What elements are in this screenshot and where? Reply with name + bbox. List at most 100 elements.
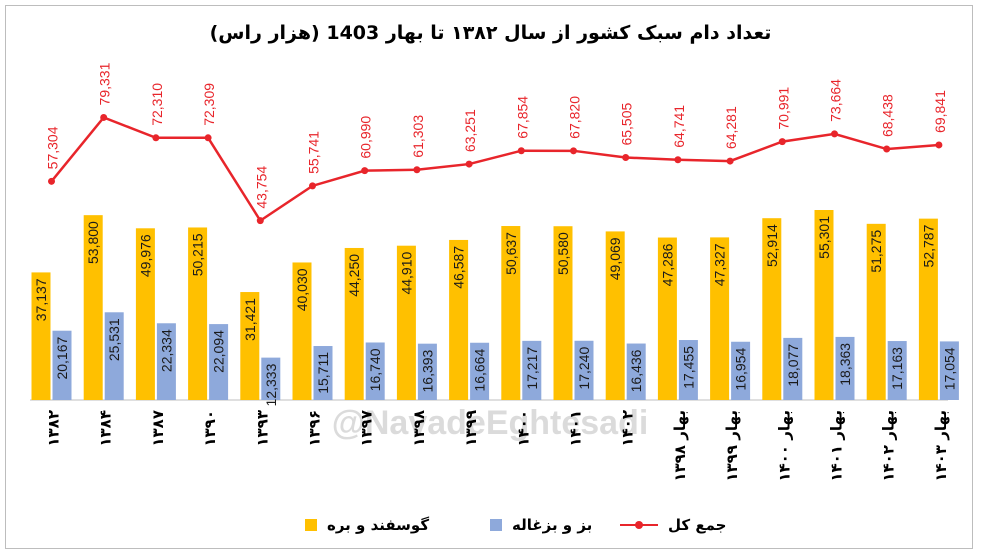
line-label-total: 69,841 [932,90,948,133]
bar-sheep [449,239,469,400]
total-point [256,217,264,225]
bar-label-sheep: 40,030 [294,268,310,311]
x-tick-label: ۱۳۸۲ [45,410,63,447]
bar-goat [261,357,281,400]
bar-goat [209,324,229,400]
total-point [152,134,160,142]
bar-goat [678,340,698,400]
bar-goat [574,340,594,400]
bar-label-goat: 16,436 [628,349,644,392]
x-tick-label: ۱۳۸۷ [149,410,167,447]
total-point [883,145,891,153]
x-tick-label: ۱۴۰۱ [567,410,585,447]
legend-label-goat: بز و بزغاله [512,516,593,534]
legend-item-sheep: گوسفند و بره [305,510,429,540]
line-label-total: 72,309 [201,83,217,126]
x-tick-label: ۱۳۹۹ [462,410,480,447]
bar-goat [783,337,803,400]
bar-sheep [553,226,573,400]
total-point [361,167,369,175]
x-tick-label: ۱۳۹۰ [201,410,219,447]
bar-label-goat: 16,393 [419,349,435,392]
bar-goat [313,346,333,400]
line-label-total: 68,438 [880,94,896,137]
legend: گوسفند و بره بز و بزغاله جمع کل [0,510,981,540]
total-point [778,138,786,146]
bar-sheep [396,245,416,400]
bar-sheep [918,218,938,400]
bar-label-goat: 18,077 [785,344,801,387]
bar-sheep [83,215,103,400]
line-label-total: 57,304 [45,126,61,169]
total-point [204,134,212,142]
x-tick-label: ۱۴۰۰ [514,410,532,447]
bar-label-goat: 12,333 [263,363,279,406]
line-label-total: 79,331 [97,62,113,105]
bar-label-goat: 20,167 [54,337,70,380]
bar-label-goat: 16,740 [367,348,383,391]
bar-sheep [240,292,260,400]
bar-sheep [814,210,834,400]
line-label-total: 63,251 [462,109,478,152]
bar-label-sheep: 51,275 [868,230,884,273]
bar-sheep [866,223,886,400]
total-point [413,166,421,174]
bar-label-sheep: 47,286 [659,243,675,286]
watermark-handle: @NavadeEghtesadi [332,404,649,442]
bar-label-sheep: 50,580 [555,232,571,275]
bar-label-goat: 22,094 [211,330,227,373]
bar-label-sheep: 44,250 [346,254,362,297]
x-tick-label: بهار ۱۳۹۹ [723,410,741,482]
x-tick-label: ۱۳۹۸ [410,410,428,447]
bar-label-sheep: 37,137 [33,278,49,321]
x-tick-label: بهار ۱۴۰۰ [775,410,793,482]
bar-label-sheep: 50,637 [503,232,519,275]
total-point [726,157,734,165]
bar-label-sheep: 52,914 [764,224,780,267]
bar-goat [365,342,385,400]
bar-label-sheep: 47,327 [712,243,728,286]
total-point [309,182,316,190]
bar-label-goat: 17,054 [941,347,957,390]
line-label-total: 72,310 [149,83,165,126]
total-point [831,130,838,138]
line-label-total: 64,281 [723,106,739,149]
bar-sheep [292,262,312,400]
bar-sheep [657,237,677,400]
line-label-total: 67,854 [514,96,530,139]
bar-label-sheep: 31,421 [242,298,258,341]
chart-title: تعداد دام سبک کشور از سال ۱۳۸۲ تا بهار 1… [209,22,772,44]
line-label-total: 60,990 [358,116,374,159]
bar-label-goat: 25,531 [106,318,122,361]
total-point [517,147,525,155]
bar-goat [731,341,751,400]
x-tick-label: ۱۳۹۷ [358,410,376,447]
total-point [570,147,577,155]
bar-goat [417,343,437,400]
bar-label-sheep: 44,910 [398,251,414,294]
line-label-total: 70,991 [775,87,791,130]
bar-sheep [762,218,782,400]
total-point [100,113,108,121]
bar-label-goat: 16,664 [472,349,488,392]
bar-label-sheep: 53,800 [85,221,101,264]
bar-label-sheep: 55,301 [816,216,832,259]
total-point [465,160,473,168]
chart-frame [5,5,973,549]
bar-goat [470,342,490,400]
total-point [674,156,682,164]
x-tick-label: ۱۳۹۳ [253,410,271,447]
bar-goat [156,323,176,400]
bar-label-goat: 22,334 [158,329,174,372]
total-point [48,177,55,185]
bar-goat [626,343,646,400]
x-tick-label: ۱۴۰۲ [619,410,637,447]
x-tick-label: بهار ۱۴۰۳ [932,410,950,482]
bar-goat [52,330,72,400]
watermark: @NavadeEghtesadi [332,404,649,442]
bar-label-goat: 17,163 [889,347,905,390]
bar-sheep [344,247,364,400]
bar-label-goat: 16,954 [733,348,749,391]
legend-item-goat: بز و بزغاله [490,510,592,540]
legend-swatch-total [620,519,658,531]
